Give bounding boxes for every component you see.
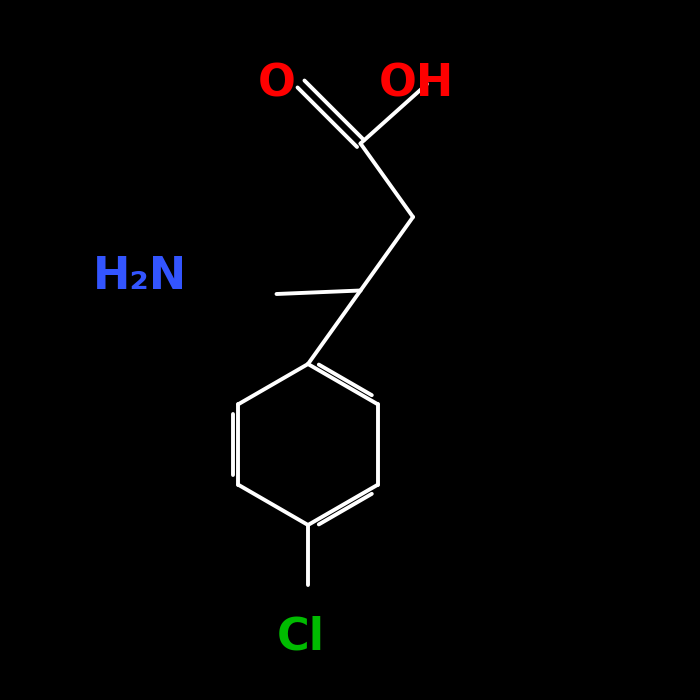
- Text: OH: OH: [379, 62, 454, 106]
- Text: Cl: Cl: [277, 615, 325, 659]
- Text: H₂N: H₂N: [93, 255, 187, 298]
- Text: O: O: [258, 62, 295, 106]
